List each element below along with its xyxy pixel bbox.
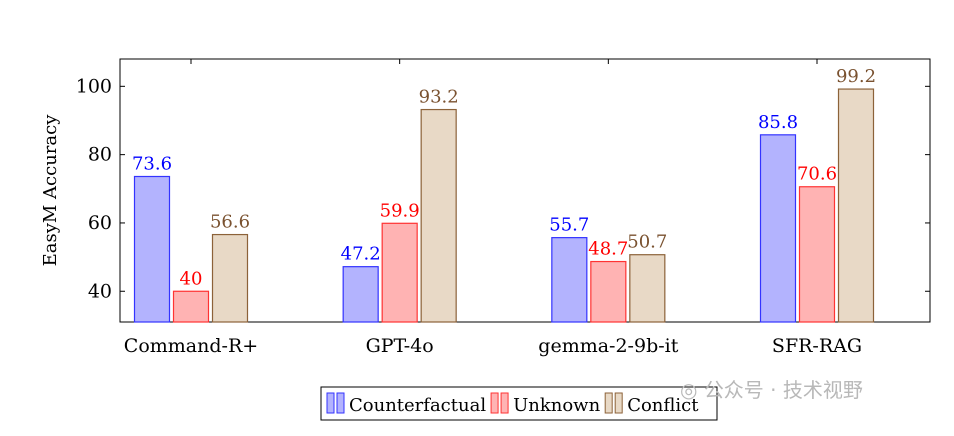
watermark-text: 公众号 · 技术视野 [703,378,863,402]
x-tick-label: gemma-2-9b-it [538,335,678,357]
x-tick-label: SFR-RAG [772,335,862,357]
data-label-counterfactual: 85.8 [758,112,798,133]
x-tick-label: Command-R+ [124,335,258,357]
legend-label-conflict: Conflict [627,395,699,416]
data-label-conflict: 56.6 [210,212,250,233]
bar-counterfactual [342,266,379,323]
legend-swatch2-counterfactual [336,392,345,414]
y-tick-label: 80 [88,144,112,166]
bar-unknown [590,260,627,323]
data-label-unknown: 70.6 [797,164,837,185]
data-label-counterfactual: 55.7 [549,215,589,236]
legend-label-counterfactual: Counterfactual [349,395,486,416]
x-tick-label: GPT-4o [366,335,434,357]
plot-frame [119,58,931,323]
data-label-unknown: 48.7 [588,239,628,260]
y-tick-label: 100 [76,75,112,97]
legend-swatch2-conflict [614,392,623,414]
data-label-counterfactual: 73.6 [132,153,172,174]
bar-conflict [211,233,249,323]
y-tick-label: 40 [88,280,112,302]
data-label-conflict: 50.7 [627,232,667,253]
legend-swatch-conflict [604,392,613,414]
bar-unknown [172,290,210,323]
data-label-counterfactual: 47.2 [341,244,381,265]
data-label-conflict: 99.2 [836,66,876,87]
bar-conflict [837,88,875,323]
bar-conflict [629,254,666,323]
legend-swatch-counterfactual [326,392,335,414]
legend-swatch-unknown [490,392,499,414]
legend-label-unknown: Unknown [513,395,601,416]
bar-unknown [381,222,418,323]
bar-counterfactual [551,237,588,323]
watermark: ◎ 公众号 · 技术视野 [680,374,863,403]
bar-counterfactual [759,134,797,323]
y-tick-label: 60 [88,212,112,234]
bar-counterfactual [133,175,171,323]
y-axis-label: EasyM Accuracy [40,114,61,267]
wechat-icon: ◎ [680,378,698,402]
data-label-unknown: 40 [180,268,203,289]
data-label-unknown: 59.9 [380,200,420,221]
bar-unknown [798,186,836,323]
legend-swatch2-unknown [500,392,509,414]
bar-conflict [420,108,457,323]
data-label-conflict: 93.2 [419,87,459,108]
legend-box [320,386,718,421]
